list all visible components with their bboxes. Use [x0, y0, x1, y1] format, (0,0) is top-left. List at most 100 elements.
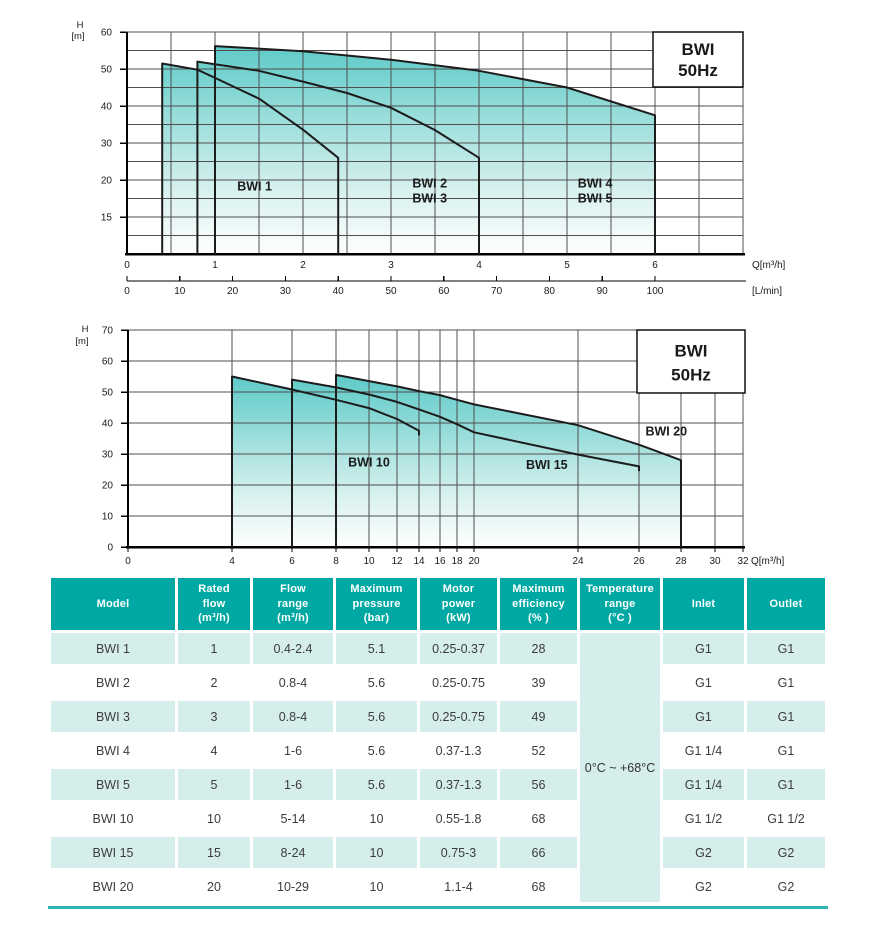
column-header-line: power: [441, 597, 476, 610]
table-cell: 10: [336, 871, 417, 902]
x-axis-unit: Q[m³/h]: [751, 556, 785, 567]
table-cell: G2: [663, 871, 744, 902]
column-header-line: Maximum: [512, 583, 565, 596]
column-header-line: Model: [96, 597, 130, 610]
column-header-line: (bar): [363, 612, 390, 625]
curve-label: BWI 1: [237, 179, 272, 193]
curve-label: BWI 10: [348, 455, 390, 469]
tick-label: 4: [229, 556, 235, 567]
tick-label: 0: [107, 543, 113, 554]
tick-label: 60: [101, 28, 113, 39]
tick-label: 28: [675, 556, 687, 567]
tick-label: 15: [101, 213, 113, 224]
table-cell: 28: [500, 633, 577, 664]
table-row: BWI 1 1 0.4-2.4 5.1 0.25-0.37 28 0°C ~ +68°C G1…: [51, 633, 825, 902]
tick-label: 6: [289, 556, 295, 567]
table-cell: 8-24: [253, 837, 333, 868]
column-header: Maximum efficiency (% ): [500, 578, 577, 630]
table-cell: 2: [178, 667, 250, 698]
tick-label: 40: [101, 102, 113, 113]
tick-label: 70: [491, 286, 503, 297]
column-header-line: flow: [202, 597, 226, 610]
table-cell: 0.25-0.75: [420, 667, 497, 698]
column-header: Motor power (kW): [420, 578, 497, 630]
table-cell: 10: [178, 803, 250, 834]
curve-bwi-10: [231, 375, 420, 547]
chart-subtitle: 50Hz: [671, 365, 711, 384]
curve-bwi-4-bwi-5: [214, 45, 656, 254]
x-axis2-unit: [L/min]: [752, 286, 782, 297]
tick-label: 20: [468, 556, 480, 567]
table-cell: G1: [747, 769, 825, 800]
table-row: BWI 15 15 8-24 10 0.75-3 66 G2 G2: [51, 837, 825, 868]
column-header-line: range: [277, 597, 309, 610]
temperature-range-cell: 0°C ~ +68°C: [580, 633, 660, 902]
tick-label: 40: [333, 286, 345, 297]
tick-label: 20: [102, 481, 114, 492]
tick-label: 2: [300, 260, 306, 271]
tick-label: 50: [385, 286, 397, 297]
tick-label: 14: [413, 556, 425, 567]
tick-label: 30: [709, 556, 721, 567]
chart-title: BWI: [681, 40, 714, 59]
spec-table-element: Model Rated flow (m³/h) Flow range (m³/h) Maxim…: [48, 575, 828, 905]
chart-title: BWI: [674, 341, 707, 360]
tick-label: 12: [391, 556, 403, 567]
tick-label: 16: [434, 556, 446, 567]
table-cell: 5.6: [336, 735, 417, 766]
table-cell: G1: [663, 633, 744, 664]
table-row: BWI 5 5 1-6 5.6 0.37-1.3 56 G1 1/4 G1: [51, 769, 825, 800]
table-cell: 0.55-1.8: [420, 803, 497, 834]
table-cell: 1-6: [253, 769, 333, 800]
model-cell: BWI 1: [51, 633, 175, 664]
column-header: Maximum pressure (bar): [336, 578, 417, 630]
tick-label: 32: [737, 556, 749, 567]
column-header-line: Outlet: [769, 597, 803, 610]
table-cell: 10: [336, 837, 417, 868]
tick-label: 40: [102, 419, 114, 430]
y-axis-name: H: [77, 20, 84, 31]
column-header-line: (% ): [528, 612, 549, 625]
tick-label: 10: [102, 512, 114, 523]
curve-bwi-15: [291, 378, 640, 547]
tick-label: 0: [124, 260, 130, 271]
table-cell: 5.6: [336, 769, 417, 800]
column-header-line: efficiency: [512, 597, 565, 610]
table-cell: G1 1/4: [663, 769, 744, 800]
tick-label: 100: [647, 286, 664, 297]
tick-label: 30: [280, 286, 292, 297]
table-cell: 3: [178, 701, 250, 732]
curve-label: BWI 15: [526, 458, 568, 472]
table-row: BWI 4 4 1-6 5.6 0.37-1.3 52 G1 1/4 G1: [51, 735, 825, 766]
table-cell: G1 1/2: [747, 803, 825, 834]
tick-label: 30: [101, 139, 113, 150]
table-cell: 1: [178, 633, 250, 664]
tick-label: 8: [333, 556, 339, 567]
tick-label: 60: [102, 357, 114, 368]
table-cell: 20: [178, 871, 250, 902]
table-cell: 0.8-4: [253, 667, 333, 698]
table-cell: G1: [747, 735, 825, 766]
tick-label: 24: [572, 556, 584, 567]
tick-label: 0: [124, 286, 130, 297]
table-row: BWI 3 3 0.8-4 5.6 0.25-0.75 49 G1 G1: [51, 701, 825, 732]
model-cell: BWI 3: [51, 701, 175, 732]
tick-label: 50: [102, 388, 114, 399]
table-cell: 52: [500, 735, 577, 766]
tick-label: 18: [451, 556, 463, 567]
tick-label: 5: [564, 260, 570, 271]
x-axis-unit: Q[m³/h]: [752, 260, 786, 271]
column-header-line: Motor: [442, 583, 475, 596]
tick-label: 0: [125, 556, 131, 567]
top-chart: 60 50 40 30 20 15 H[m] 0 1 2 3 4 5 6 Q[m³/h] 0 10 20 30 40 5…: [71, 20, 785, 297]
table-cell: 0.37-1.3: [420, 769, 497, 800]
y-axis-unit: [m]: [75, 336, 88, 347]
table-cell: G1: [663, 701, 744, 732]
column-header-line: Maximum: [350, 583, 403, 596]
curve-bwi-2-bwi-3: [196, 60, 480, 254]
table-row: BWI 20 20 10-29 10 1.1-4 68 G2 G2: [51, 871, 825, 902]
tick-label: 60: [438, 286, 450, 297]
tick-label: 20: [101, 176, 113, 187]
